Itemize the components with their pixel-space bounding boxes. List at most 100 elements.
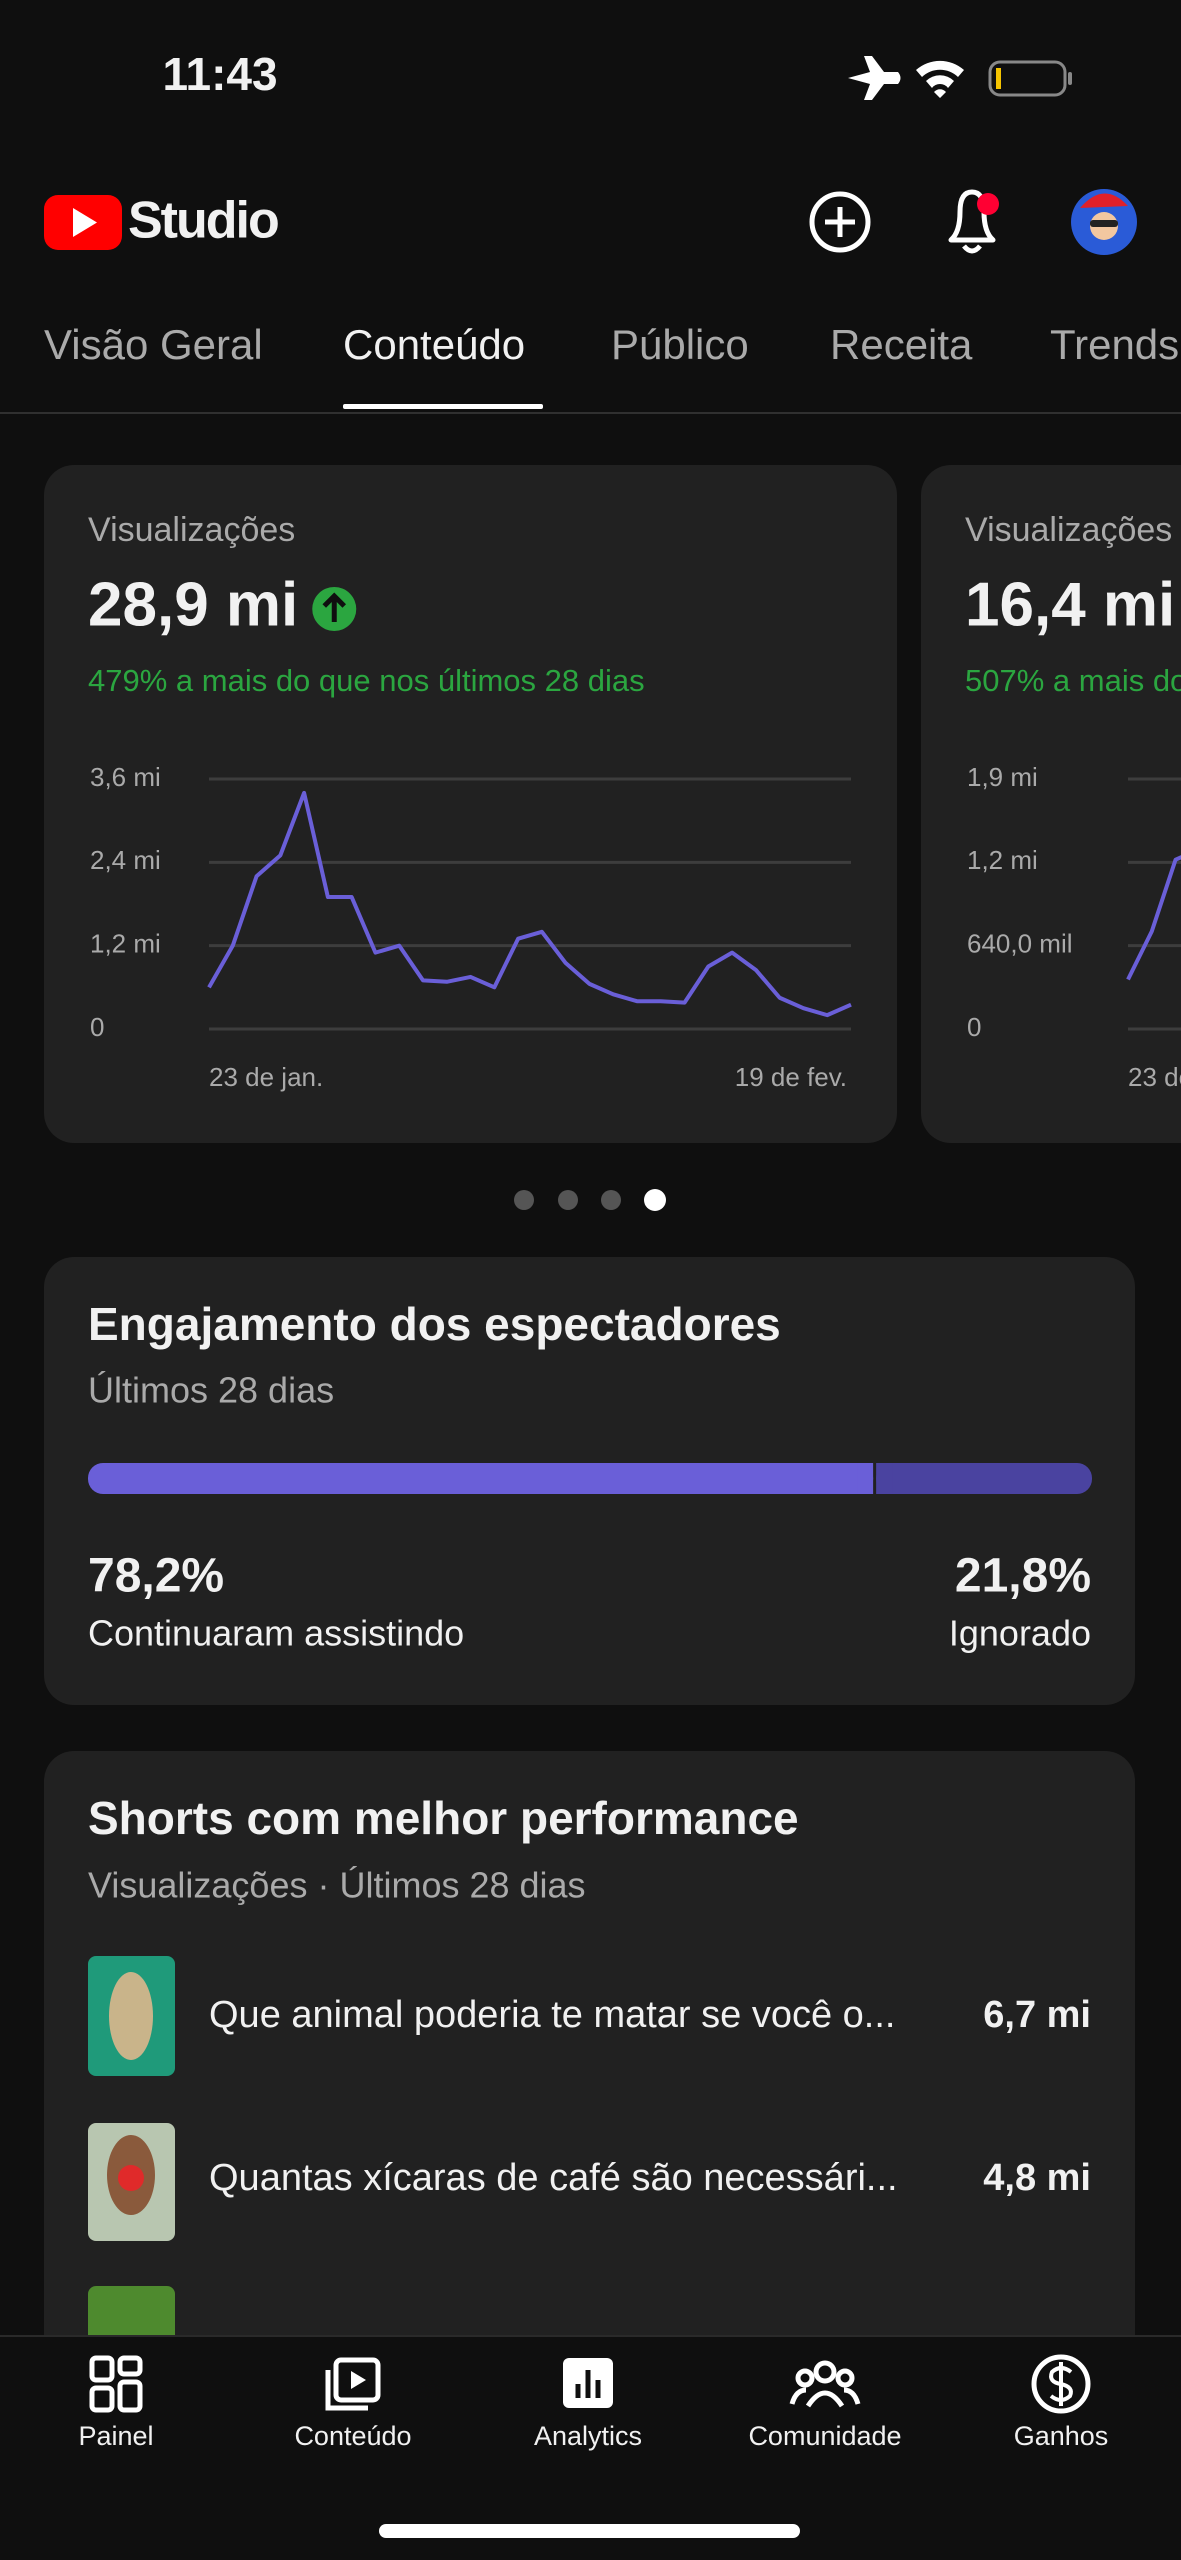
conteudo-icon[interactable] bbox=[325, 2357, 381, 2411]
page-dot-active[interactable] bbox=[644, 1189, 666, 1211]
tab-active[interactable]: Conteúdo bbox=[343, 321, 525, 368]
comunidade-icon[interactable] bbox=[789, 2360, 861, 2408]
shorts-card bbox=[44, 1751, 1135, 2451]
bell-clapper bbox=[962, 244, 982, 254]
notification-badge bbox=[977, 193, 999, 215]
icon-part bbox=[325, 2370, 368, 2411]
bar-segment bbox=[88, 1463, 874, 1494]
page-dot[interactable] bbox=[558, 1190, 578, 1210]
engagement-bar bbox=[88, 1463, 1092, 1494]
y-tick-label: 640,0 mil bbox=[967, 929, 1073, 959]
card-subtitle: Últimos 28 dias bbox=[88, 1370, 334, 1411]
short-views: 6,7 mi bbox=[983, 1994, 1091, 2036]
segment-name: Ignorado bbox=[949, 1613, 1091, 1654]
card-title: Shorts com melhor performance bbox=[88, 1792, 799, 1844]
icon-part bbox=[813, 2360, 837, 2384]
notifications-button[interactable] bbox=[948, 189, 999, 254]
thumbnail-art bbox=[109, 1972, 153, 2060]
home-indicator bbox=[379, 2524, 800, 2538]
line-series bbox=[207, 790, 852, 1018]
icon-part bbox=[835, 2368, 855, 2388]
analytics-icon[interactable] bbox=[563, 2358, 613, 2408]
bar-segment-edge bbox=[857, 1463, 874, 1494]
battery-icon bbox=[988, 60, 1067, 97]
y-tick-label: 0 bbox=[90, 1012, 104, 1042]
y-tick-label: 2,4 mi bbox=[90, 845, 161, 875]
icon-part bbox=[1031, 2354, 1091, 2414]
thumbnail-art bbox=[118, 2165, 144, 2191]
nav-icons bbox=[89, 2354, 1091, 2414]
short-row[interactable]: Que animal poderia te matar se você o...… bbox=[88, 1956, 1091, 2076]
short-title: Quantas xícaras de café são necessári... bbox=[209, 2157, 898, 2199]
tab[interactable]: Visão Geral bbox=[44, 321, 263, 368]
icon-part bbox=[117, 2379, 143, 2413]
icon-part bbox=[789, 2387, 861, 2408]
avatar[interactable] bbox=[1071, 189, 1137, 255]
nav-divider bbox=[0, 2335, 1181, 2337]
short-row[interactable]: Quantas xícaras de café são necessári...… bbox=[88, 2123, 1091, 2241]
tab[interactable]: Trends bbox=[1050, 321, 1179, 368]
bar-segment bbox=[876, 1463, 1092, 1494]
status-time: 11:43 bbox=[162, 48, 277, 100]
x-tick-label: 23 de jan. bbox=[209, 1062, 323, 1092]
y-tick-label: 0 bbox=[967, 1012, 981, 1042]
short-views: 4,8 mi bbox=[983, 2157, 1091, 2199]
metric-change: 507% a mais do que nos últimos 28 dias bbox=[965, 663, 1181, 698]
avatar-hat bbox=[1080, 193, 1128, 208]
create-button[interactable] bbox=[809, 191, 871, 253]
app-title: Studio bbox=[128, 192, 278, 250]
x-tick-label: 19 de fev. bbox=[735, 1062, 847, 1092]
ganhos-icon[interactable] bbox=[1031, 2354, 1091, 2414]
y-tick-label: 1,2 mi bbox=[90, 929, 161, 959]
metric-card[interactable] bbox=[921, 465, 1181, 1143]
y-tick-label: 1,9 mi bbox=[967, 762, 1038, 792]
bar-segment-edge bbox=[876, 1463, 893, 1494]
logo-play bbox=[73, 208, 97, 237]
segment-name: Continuaram assistindo bbox=[88, 1613, 464, 1654]
icon-part bbox=[351, 2371, 366, 2389]
tab-bar: Visão Geral Conteúdo Público Receita Tre… bbox=[44, 321, 1179, 368]
segment-value: 21,8% bbox=[955, 1550, 1091, 1603]
nav-label[interactable]: Conteúdo bbox=[294, 2421, 411, 2451]
metric-card[interactable] bbox=[44, 465, 897, 1143]
metric-label: Visualizações bbox=[88, 511, 295, 549]
short-title: Que animal poderia te matar se você o... bbox=[209, 1994, 895, 2036]
card-subtitle: Visualizações · Últimos 28 dias bbox=[88, 1865, 586, 1906]
create-icon bbox=[809, 191, 871, 253]
card-title: Engajamento dos espectadores bbox=[88, 1298, 781, 1350]
metric-change: 479% a mais do que nos últimos 28 dias bbox=[88, 663, 645, 698]
metric-value: 16,4 mi bbox=[965, 570, 1175, 639]
icon-part bbox=[1049, 2362, 1073, 2406]
nav-label[interactable]: Comunidade bbox=[748, 2421, 901, 2451]
segment-value: 78,2% bbox=[88, 1550, 224, 1603]
icon-part bbox=[117, 2355, 143, 2377]
nav-label[interactable]: Painel bbox=[78, 2421, 153, 2451]
status-icons bbox=[848, 56, 1072, 100]
cards: Visualizações 28,9 mi 479% a mais do que n… bbox=[88, 511, 1181, 1092]
airplane-icon bbox=[848, 56, 901, 100]
bell-icon bbox=[948, 189, 996, 243]
divider bbox=[0, 412, 1181, 414]
battery-tip bbox=[1068, 72, 1072, 85]
icon-part bbox=[89, 2385, 115, 2413]
tab[interactable]: Receita bbox=[830, 321, 973, 368]
metric-label: Visualizações bbox=[965, 511, 1172, 549]
y-tick-label: 1,2 mi bbox=[967, 845, 1038, 875]
nav-label[interactable]: Ganhos bbox=[1014, 2421, 1109, 2451]
y-tick-label: 3,6 mi bbox=[90, 762, 161, 792]
page-dot[interactable] bbox=[514, 1190, 534, 1210]
icon-part bbox=[89, 2355, 115, 2383]
nav-label[interactable]: Analytics bbox=[534, 2421, 642, 2451]
page-dot[interactable] bbox=[601, 1190, 621, 1210]
tab-indicator bbox=[343, 404, 543, 409]
painel-icon[interactable] bbox=[89, 2355, 143, 2413]
tab[interactable]: Público bbox=[611, 321, 749, 368]
avatar-glasses bbox=[1090, 220, 1118, 227]
pagination bbox=[514, 1189, 666, 1211]
create-plus bbox=[825, 207, 855, 237]
icon-part bbox=[333, 2357, 381, 2403]
nav-labels: Painel Conteúdo Analytics Comunidade Gan… bbox=[78, 2421, 1108, 2451]
line-series bbox=[1126, 855, 1181, 981]
